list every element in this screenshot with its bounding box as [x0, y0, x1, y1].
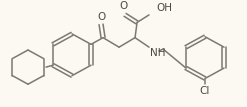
Text: Cl: Cl [200, 86, 210, 96]
Text: O: O [119, 1, 127, 11]
Text: O: O [97, 12, 105, 22]
Text: NH: NH [150, 48, 165, 58]
Text: OH: OH [156, 3, 172, 13]
